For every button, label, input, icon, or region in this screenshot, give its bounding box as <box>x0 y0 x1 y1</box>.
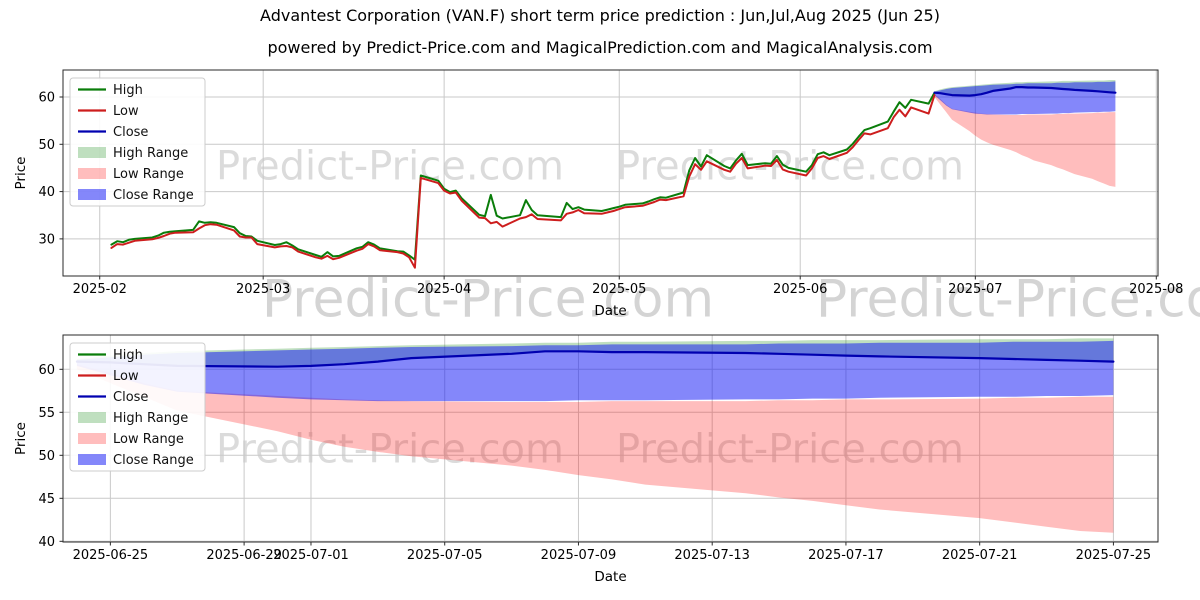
y-axis-label: Price <box>13 157 29 190</box>
legend-label-low: Low <box>113 104 139 119</box>
plot-border <box>62 334 1159 543</box>
legend-label-high: High <box>113 348 143 363</box>
legend-label-low-range: Low Range <box>113 432 184 447</box>
x-tick-label: 2025-02 <box>73 282 127 297</box>
y-tick-label: 50 <box>38 449 55 464</box>
legend: High Low Close High Range Low Range Close Ran… <box>69 342 206 472</box>
close-line <box>75 350 1115 368</box>
x-tick-label: 2025-08 <box>1129 282 1183 297</box>
chart-subtitle: powered by Predict-Price.com and Magical… <box>267 38 933 57</box>
chart-title: Advantest Corporation (VAN.F) short term… <box>260 6 940 25</box>
x-tick-label: 2025-06-29 <box>206 548 282 563</box>
legend-label-low-range: Low Range <box>113 167 184 182</box>
legend-label-high: High <box>113 83 143 98</box>
x-tick-label: 2025-04 <box>417 282 471 297</box>
x-tick-label: 2025-07-09 <box>541 548 617 563</box>
x-tick-label: 2025-06-25 <box>73 548 149 563</box>
y-tick-label: 40 <box>38 535 55 550</box>
legend: High Low Close High Range Low Range Close Ran… <box>69 77 206 207</box>
y-tick-label: 60 <box>38 91 55 106</box>
high-line <box>110 91 936 261</box>
y-tick-label: 50 <box>38 138 55 153</box>
legend-label-close: Close <box>113 125 148 140</box>
low-range-band <box>934 94 1116 187</box>
legend-swatch-low-range <box>78 433 106 444</box>
top-chart: Predict-Price.com Predict-Price.com2025-0… <box>13 69 1183 319</box>
legend-label-close: Close <box>113 390 148 405</box>
legend-label-high-range: High Range <box>113 146 188 161</box>
x-tick-label: 2025-05 <box>592 282 646 297</box>
x-tick-label: 2025-07 <box>948 282 1002 297</box>
bottom-chart: Predict-Price.comPredict-Price.com2025-0… <box>13 334 1159 585</box>
low-range-band <box>76 364 1114 533</box>
legend-swatch-high-range <box>78 147 106 158</box>
y-tick-label: 60 <box>38 363 55 378</box>
legend-swatch-high-range <box>78 412 106 423</box>
x-tick-label: 2025-07-25 <box>1076 548 1152 563</box>
x-tick-label: 2025-03 <box>236 282 290 297</box>
legend-label-close-range: Close Range <box>113 453 194 468</box>
x-tick-label: 2025-06 <box>773 282 827 297</box>
watermark-text: Predict-Price.com <box>616 426 964 472</box>
legend-swatch-low-range <box>78 168 106 179</box>
watermark-text: Predict-Price.com <box>262 270 714 330</box>
legend-label-high-range: High Range <box>113 411 188 426</box>
x-tick-label: 2025-07-01 <box>273 548 349 563</box>
legend-label-low: Low <box>113 369 139 384</box>
figure-watermarks: Predict-Price.com Predict-Price.com <box>262 270 1200 330</box>
y-tick-label: 45 <box>38 492 55 507</box>
y-tick-label: 30 <box>38 232 55 247</box>
y-tick-label: 40 <box>38 185 55 200</box>
x-tick-label: 2025-07-05 <box>407 548 483 563</box>
x-axis-label: Date <box>594 569 626 585</box>
y-axis-label: Price <box>13 422 29 455</box>
y-tick-label: 55 <box>38 406 55 421</box>
watermark-text: Predict-Price.com <box>216 426 564 472</box>
x-tick-label: 2025-07-17 <box>808 548 884 563</box>
watermark-text: Predict-Price.com <box>616 143 964 189</box>
watermark-text: Predict-Price.com <box>816 270 1200 330</box>
x-tick-label: 2025-07-13 <box>674 548 750 563</box>
legend-swatch-close-range <box>78 454 106 465</box>
plot-border <box>62 69 1159 277</box>
x-tick-label: 2025-07-21 <box>942 548 1018 563</box>
axis-ticks: 2025-02 2025-03 2025-04 2025-05 2025-06 2025-… <box>38 91 1183 297</box>
watermark-text: Predict-Price.com <box>216 143 564 189</box>
legend-label-close-range: Close Range <box>113 188 194 203</box>
low-line <box>110 94 936 269</box>
legend-swatch-close-range <box>78 189 106 200</box>
close-line <box>933 86 1117 97</box>
x-axis-label: Date <box>594 303 626 319</box>
